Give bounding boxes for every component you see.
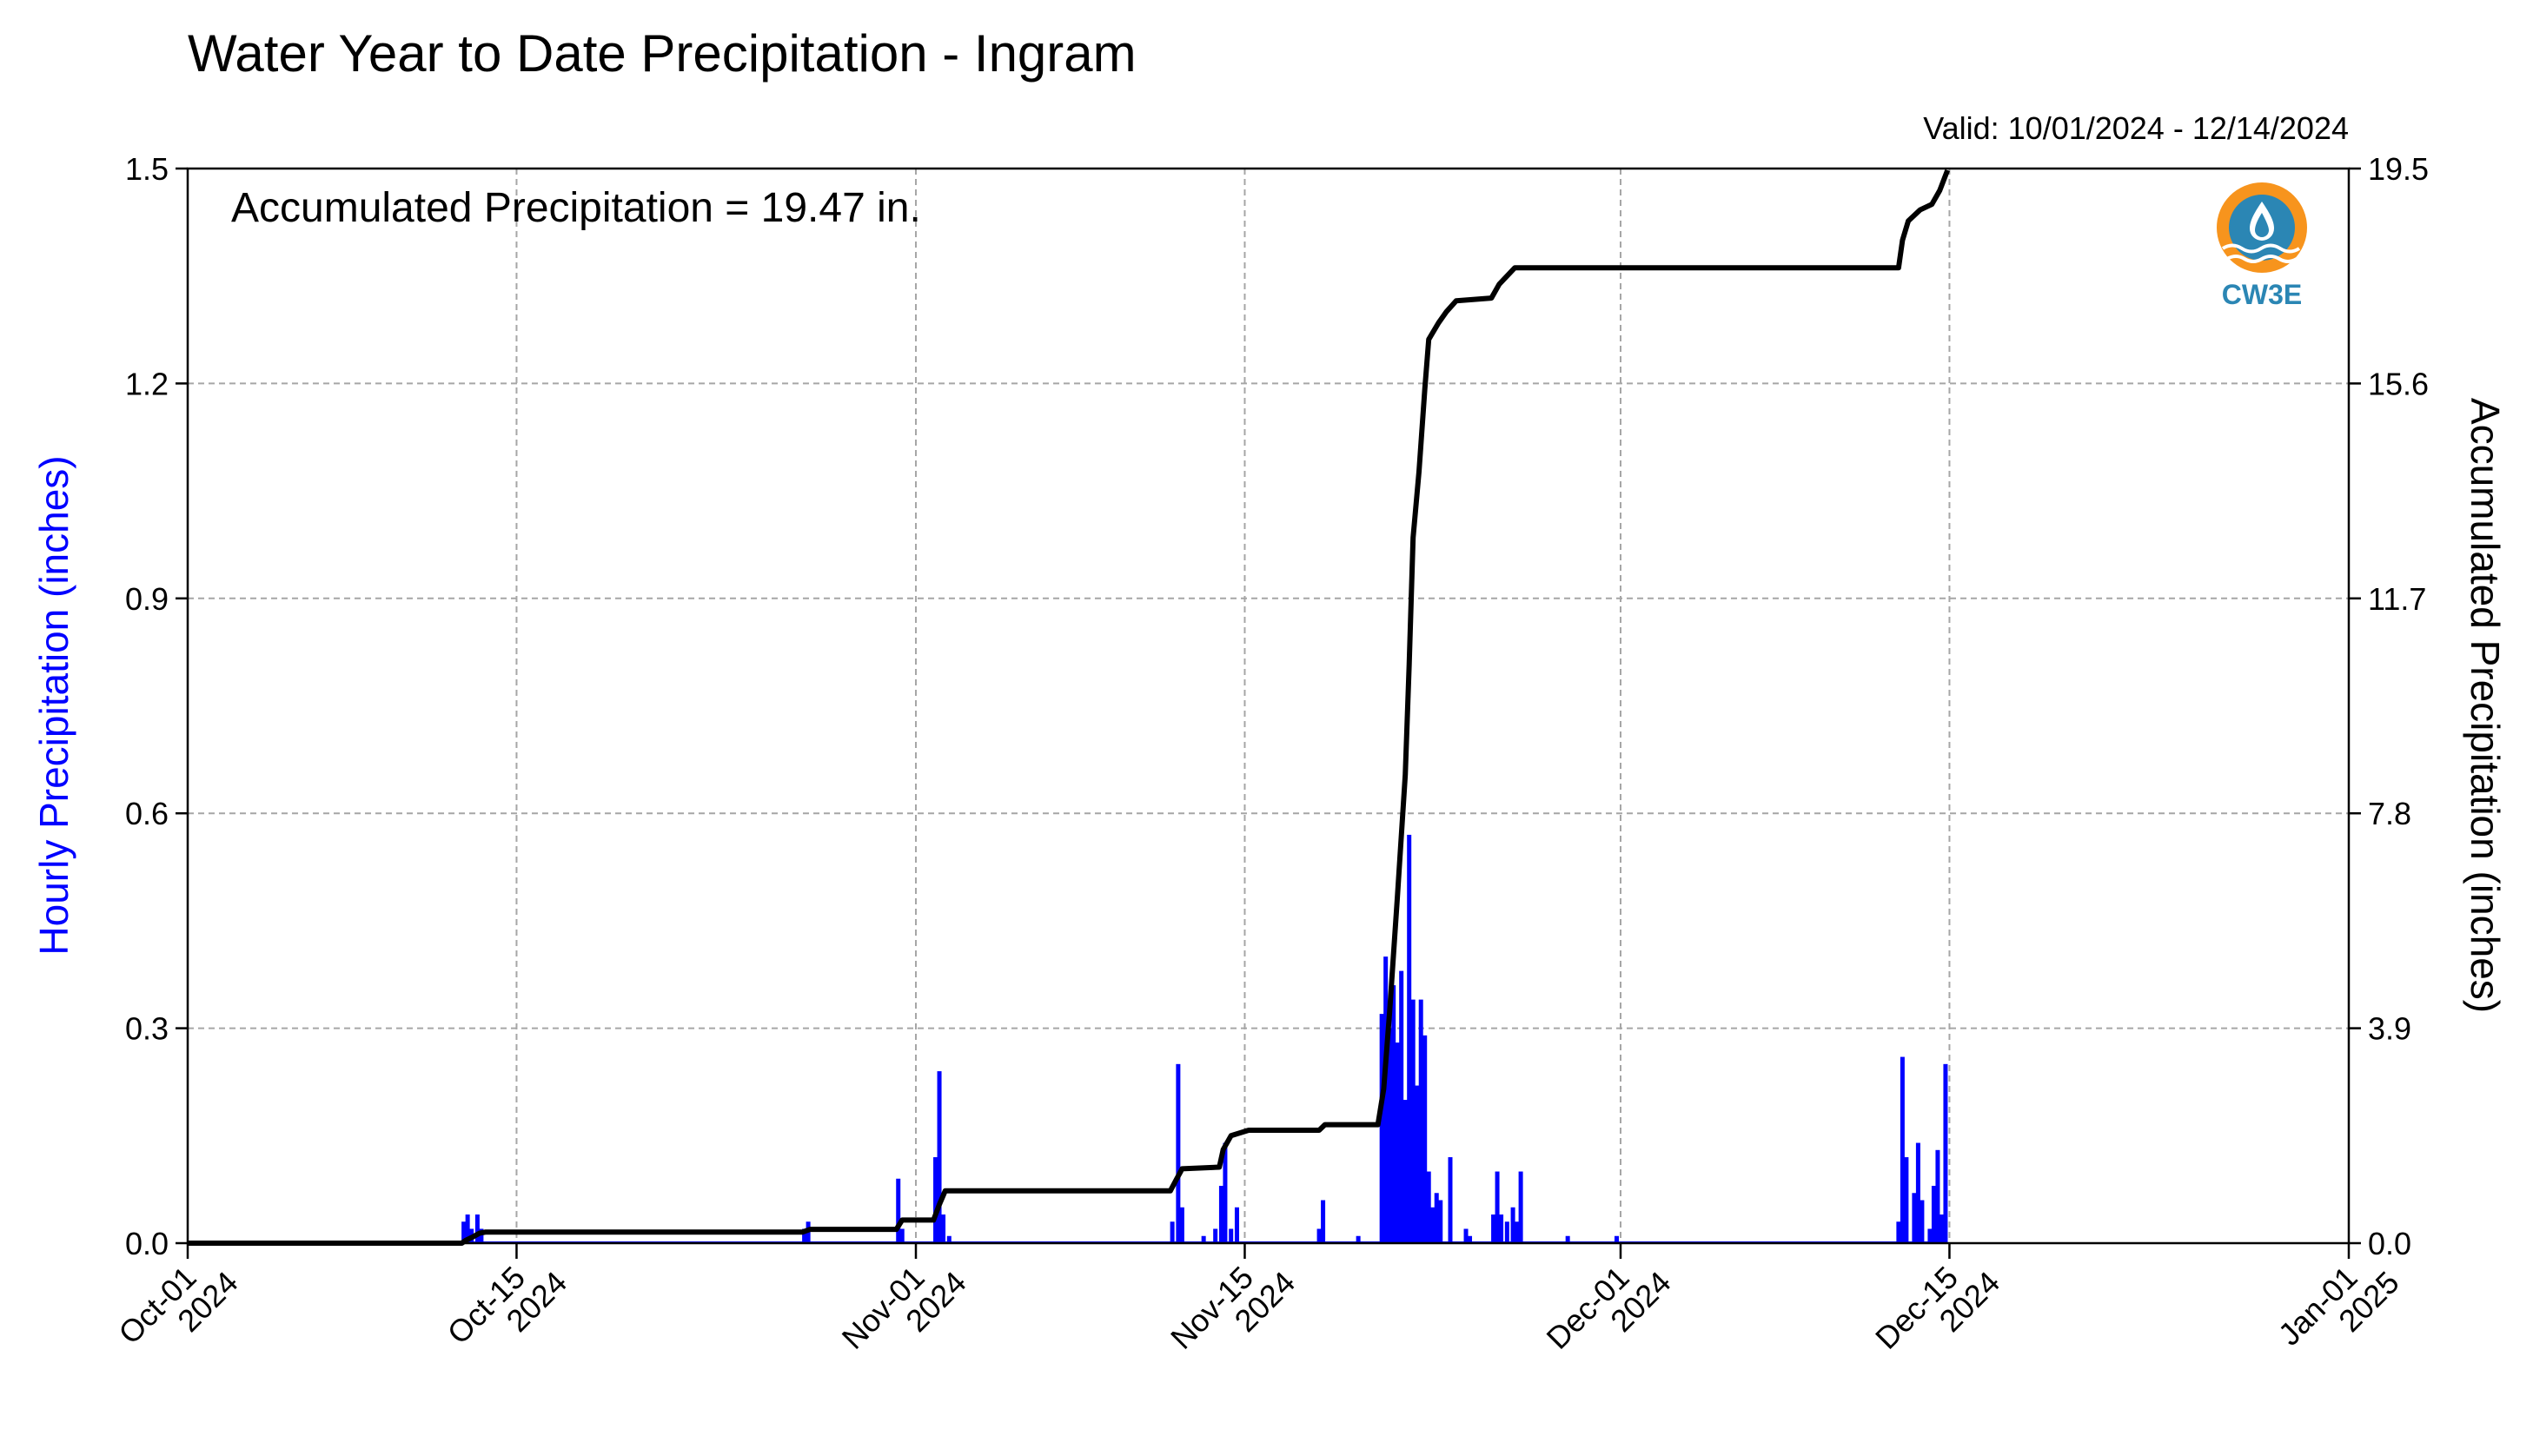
y-left-tick-label: 1.5: [125, 151, 169, 187]
hourly-precip-bar: [1407, 834, 1412, 1243]
hourly-precip-bar: [1499, 1214, 1504, 1243]
hourly-precip-bar: [1229, 1228, 1234, 1243]
hourly-precip-bar: [1495, 1171, 1500, 1243]
hourly-precip-bar: [1448, 1157, 1453, 1243]
y-left-tick-label: 0.9: [125, 581, 169, 617]
hourly-precip-bar: [1463, 1228, 1469, 1243]
y-right-tick-label: 7.8: [2368, 796, 2411, 831]
hourly-precip-bar: [479, 1228, 484, 1243]
hourly-precip-bar: [1213, 1228, 1218, 1243]
y-left-tick-label: 0.6: [125, 796, 169, 831]
y-right-tick-label: 15.6: [2368, 366, 2429, 401]
hourly-precip-bar: [1430, 1207, 1436, 1243]
hourly-precip-bar: [1943, 1063, 1948, 1243]
hourly-precip-bar: [1176, 1063, 1181, 1243]
hourly-precip-bar: [1920, 1200, 1925, 1243]
water-drop-inner-icon: [2255, 213, 2269, 237]
hourly-precip-bar: [802, 1228, 807, 1243]
hourly-precip-bar: [1179, 1207, 1184, 1243]
hourly-precip-bar: [1518, 1171, 1523, 1243]
hourly-precip-bar: [1491, 1214, 1496, 1243]
accumulated-precipitation-line-group: [188, 169, 1951, 1246]
hourly-precip-bar: [946, 1235, 952, 1243]
hourly-precip-bar: [933, 1157, 938, 1243]
hourly-precip-bar: [474, 1214, 480, 1243]
hourly-precip-bar: [1422, 1035, 1428, 1243]
hourly-precip-bar: [899, 1228, 905, 1243]
plot-frame: [186, 167, 2351, 1245]
cw3e-logo: CW3E: [2217, 182, 2307, 310]
logo-text: CW3E: [2222, 279, 2302, 310]
hourly-precip-bar: [1565, 1235, 1570, 1243]
hourly-precip-bar: [1321, 1200, 1326, 1243]
hourly-precip-bar: [1927, 1228, 1933, 1243]
hourly-precip-bar: [1383, 956, 1389, 1243]
hourly-precip-bar: [1395, 1042, 1400, 1243]
hourly-precip-bar: [1904, 1157, 1909, 1243]
hourly-precip-bar: [1438, 1200, 1443, 1243]
hourly-precip-bar: [1931, 1186, 1936, 1243]
accumulated-total-annotation: Accumulated Precipitation = 19.47 in.: [231, 185, 921, 231]
hourly-precip-bar: [1912, 1193, 1917, 1243]
hourly-precip-bar: [1399, 970, 1404, 1243]
y-axis-left-label: Hourly Precipitation (inches): [31, 455, 76, 955]
hourly-precip-bar: [1223, 1142, 1228, 1243]
gridlines: [188, 169, 2349, 1243]
wave-icon-2: [2225, 255, 2298, 263]
y-axis-right-label: Accumulated Precipitation (inches): [2463, 398, 2508, 1013]
hourly-precip-bar: [1387, 1028, 1392, 1243]
hourly-precip-bar: [1418, 999, 1423, 1243]
hourly-precip-bar: [1504, 1221, 1509, 1243]
hourly-precip-bar: [1939, 1214, 1944, 1243]
hourly-precip-bar: [1515, 1221, 1520, 1243]
hourly-precip-bar: [1510, 1207, 1515, 1243]
hourly-precip-bar: [1935, 1149, 1940, 1243]
y-right-tick-label: 19.5: [2368, 151, 2429, 187]
hourly-precip-bar: [937, 1071, 942, 1243]
hourly-precip-bar: [1218, 1186, 1223, 1243]
hourly-precip-bar: [1402, 1100, 1408, 1243]
y-left-tick-label: 0.0: [125, 1226, 169, 1261]
hourly-precip-bar: [1426, 1171, 1431, 1243]
chart-title: Water Year to Date Precipitation - Ingra…: [188, 24, 1137, 83]
hourly-precip-bar: [1391, 985, 1396, 1243]
hourly-precip-bar: [1356, 1235, 1361, 1243]
hourly-precip-bar: [1234, 1207, 1239, 1243]
hourly-precip-bar: [1896, 1221, 1901, 1243]
hourly-precip-bar: [1915, 1142, 1920, 1243]
hourly-precip-bar: [1170, 1221, 1175, 1243]
wave-icon: [2221, 243, 2301, 254]
hourly-precip-bar: [1900, 1056, 1905, 1243]
y-left-tick-label: 1.2: [125, 366, 169, 401]
y-right-tick-label: 3.9: [2368, 1011, 2411, 1047]
hourly-precip-bar: [461, 1221, 467, 1243]
hourly-precip-bar: [1379, 1014, 1384, 1243]
hourly-precip-bar: [1614, 1235, 1619, 1243]
hourly-precip-bar: [1434, 1193, 1439, 1243]
hourly-precip-bar: [941, 1214, 946, 1243]
hourly-precip-bar: [465, 1214, 470, 1243]
hourly-precip-bar: [1410, 999, 1416, 1243]
hourly-precip-bar: [1316, 1228, 1322, 1243]
y-right-tick-label: 0.0: [2368, 1226, 2411, 1261]
hourly-precip-bar: [1201, 1235, 1206, 1243]
valid-date-range: Valid: 10/01/2024 - 12/14/2024: [1923, 110, 2349, 146]
hourly-precip-bar: [896, 1178, 901, 1243]
y-left-tick-label: 0.3: [125, 1011, 169, 1047]
accumulated-precipitation-line: [188, 169, 1951, 1246]
hourly-precip-bar: [1415, 1085, 1420, 1243]
y-right-tick-label: 11.7: [2368, 581, 2426, 617]
hourly-precip-bar: [1468, 1235, 1473, 1243]
